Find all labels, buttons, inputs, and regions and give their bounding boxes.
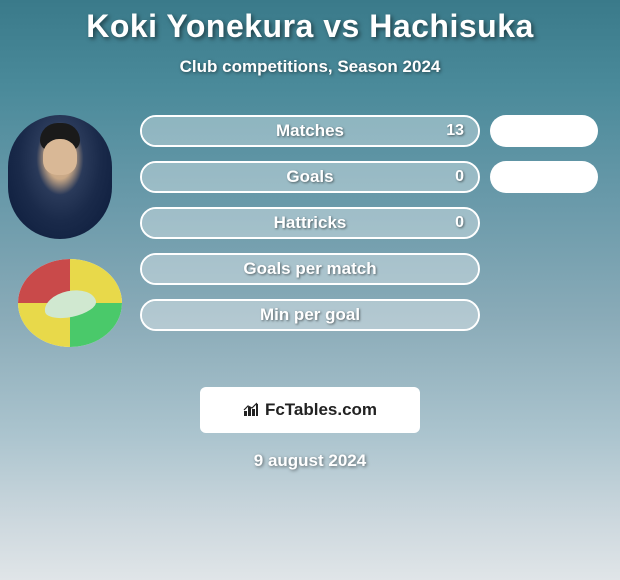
- stats-area: Matches 13 Goals 0 Hattricks 0 Goals per…: [0, 115, 620, 375]
- club-logo-swoosh: [42, 286, 98, 322]
- right-pill: [490, 161, 598, 193]
- stat-label: Goals per match: [243, 259, 376, 279]
- fctables-badge[interactable]: FcTables.com: [200, 387, 420, 433]
- stat-label: Min per goal: [260, 305, 360, 325]
- stat-label: Matches: [276, 121, 344, 141]
- club-logo: [18, 259, 122, 347]
- stat-value: 0: [455, 214, 464, 232]
- chart-icon: [243, 401, 259, 420]
- stat-row-hattricks: Hattricks 0: [140, 207, 480, 239]
- stat-value: 0: [455, 168, 464, 186]
- stat-row-goals: Goals 0: [140, 161, 480, 193]
- page-title: Koki Yonekura vs Hachisuka: [0, 8, 620, 45]
- stat-label: Hattricks: [274, 213, 347, 233]
- date-label: 9 august 2024: [0, 451, 620, 471]
- stat-label: Goals: [286, 167, 333, 187]
- player-avatar: [8, 115, 112, 239]
- stat-rows: Matches 13 Goals 0 Hattricks 0 Goals per…: [140, 115, 480, 345]
- subtitle: Club competitions, Season 2024: [0, 57, 620, 77]
- stat-row-goals-per-match: Goals per match: [140, 253, 480, 285]
- stat-value: 13: [446, 122, 464, 140]
- stat-row-min-per-goal: Min per goal: [140, 299, 480, 331]
- right-pill: [490, 115, 598, 147]
- stat-row-matches: Matches 13: [140, 115, 480, 147]
- right-pills: [490, 115, 598, 207]
- comparison-card: Koki Yonekura vs Hachisuka Club competit…: [0, 0, 620, 471]
- fctables-label: FcTables.com: [265, 400, 377, 420]
